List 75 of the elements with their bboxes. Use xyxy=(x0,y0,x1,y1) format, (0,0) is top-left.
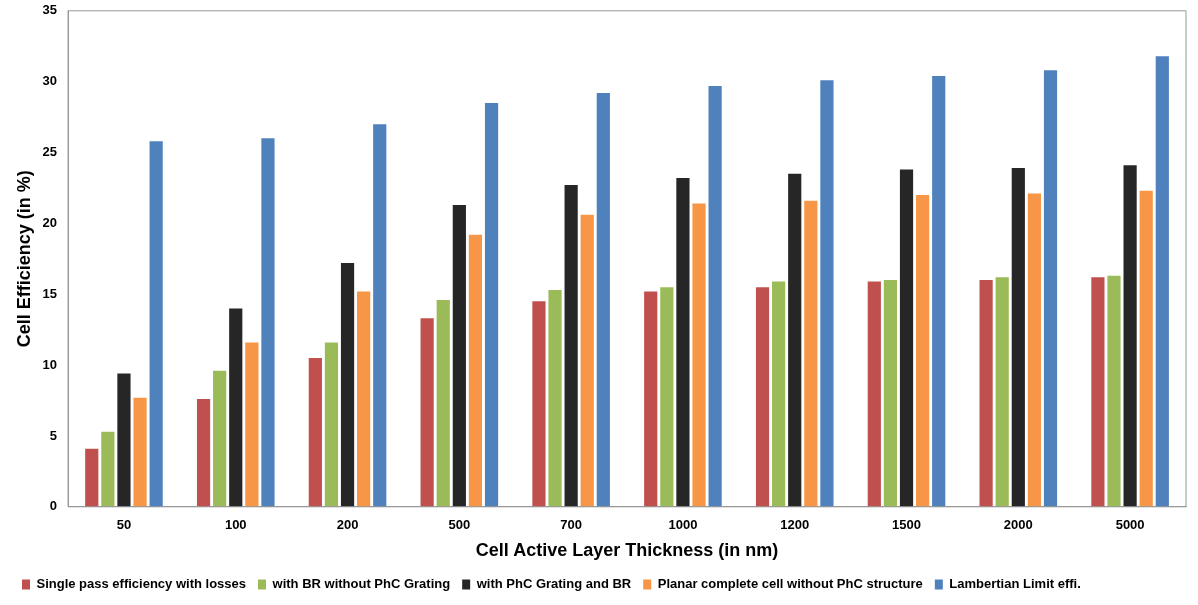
bar xyxy=(1011,168,1025,507)
y-tick-label: 0 xyxy=(49,498,58,514)
bar xyxy=(644,291,658,507)
legend-label: Lambertian Limit effi. xyxy=(949,576,1081,592)
bar xyxy=(995,277,1009,507)
y-tick-label: 15 xyxy=(42,285,58,301)
x-tick-label: 5000 xyxy=(1115,517,1145,533)
bar xyxy=(245,342,259,507)
bar xyxy=(676,178,690,507)
bar xyxy=(979,280,993,507)
bar xyxy=(452,204,466,507)
x-tick-label: 1000 xyxy=(668,517,698,533)
bar xyxy=(820,80,834,507)
bar xyxy=(1123,165,1137,507)
bar xyxy=(117,373,131,507)
y-tick-label: 30 xyxy=(42,73,58,89)
bar xyxy=(596,92,610,507)
bar xyxy=(149,141,163,507)
bar xyxy=(308,358,322,507)
bar xyxy=(916,195,930,507)
legend-label: with BR without PhC Grating xyxy=(271,576,451,592)
x-tick-label: 2000 xyxy=(1003,517,1033,533)
bar xyxy=(324,342,339,507)
y-tick-label: 25 xyxy=(42,144,58,160)
bar xyxy=(932,75,946,507)
bar xyxy=(484,102,499,507)
bar xyxy=(213,370,227,507)
bar xyxy=(788,173,802,507)
bar xyxy=(1139,190,1153,507)
bar xyxy=(340,263,355,507)
bar xyxy=(229,308,243,507)
bar xyxy=(708,85,722,507)
x-tick-label: 200 xyxy=(336,517,359,533)
y-tick-label: 20 xyxy=(42,214,58,230)
bar xyxy=(692,203,706,507)
bar xyxy=(373,124,387,507)
bar xyxy=(804,200,818,507)
x-tick-label: 100 xyxy=(224,517,247,533)
y-tick-label: 35 xyxy=(42,2,58,18)
bar xyxy=(899,169,914,507)
bar xyxy=(1091,277,1105,507)
bar xyxy=(133,397,147,507)
bar xyxy=(564,185,578,507)
bar xyxy=(1043,70,1058,507)
bar xyxy=(867,281,881,507)
bar xyxy=(436,299,450,507)
bar xyxy=(548,289,562,507)
bar xyxy=(357,291,371,507)
bar xyxy=(468,234,483,507)
bar xyxy=(261,138,275,507)
bar xyxy=(1107,275,1121,507)
y-tick-label: 10 xyxy=(42,356,58,372)
legend-label: Single pass efficiency with losses xyxy=(36,576,247,592)
bar xyxy=(772,281,786,507)
legend-label: with PhC Grating and BR xyxy=(475,576,632,592)
bar xyxy=(1027,193,1042,507)
x-tick-label: 500 xyxy=(448,517,471,533)
y-tick-label: 5 xyxy=(49,427,58,443)
x-axis-title: Cell Active Layer Thickness (in nm) xyxy=(475,540,779,561)
bar xyxy=(580,214,594,507)
bar xyxy=(420,318,434,507)
bar xyxy=(85,448,99,507)
bar xyxy=(755,287,770,507)
bar xyxy=(196,399,211,507)
bar xyxy=(883,280,898,507)
bar xyxy=(660,287,674,507)
x-tick-label: 1500 xyxy=(892,517,921,533)
bar xyxy=(101,431,115,507)
y-axis-title: Cell Efficiency (in %) xyxy=(13,170,34,348)
x-tick-label: 50 xyxy=(116,517,132,533)
legend-label: Planar complete cell without PhC structure xyxy=(657,576,923,592)
bar xyxy=(532,301,546,507)
bar xyxy=(1155,56,1169,507)
x-tick-label: 700 xyxy=(560,517,582,533)
x-tick-label: 1200 xyxy=(780,517,810,533)
